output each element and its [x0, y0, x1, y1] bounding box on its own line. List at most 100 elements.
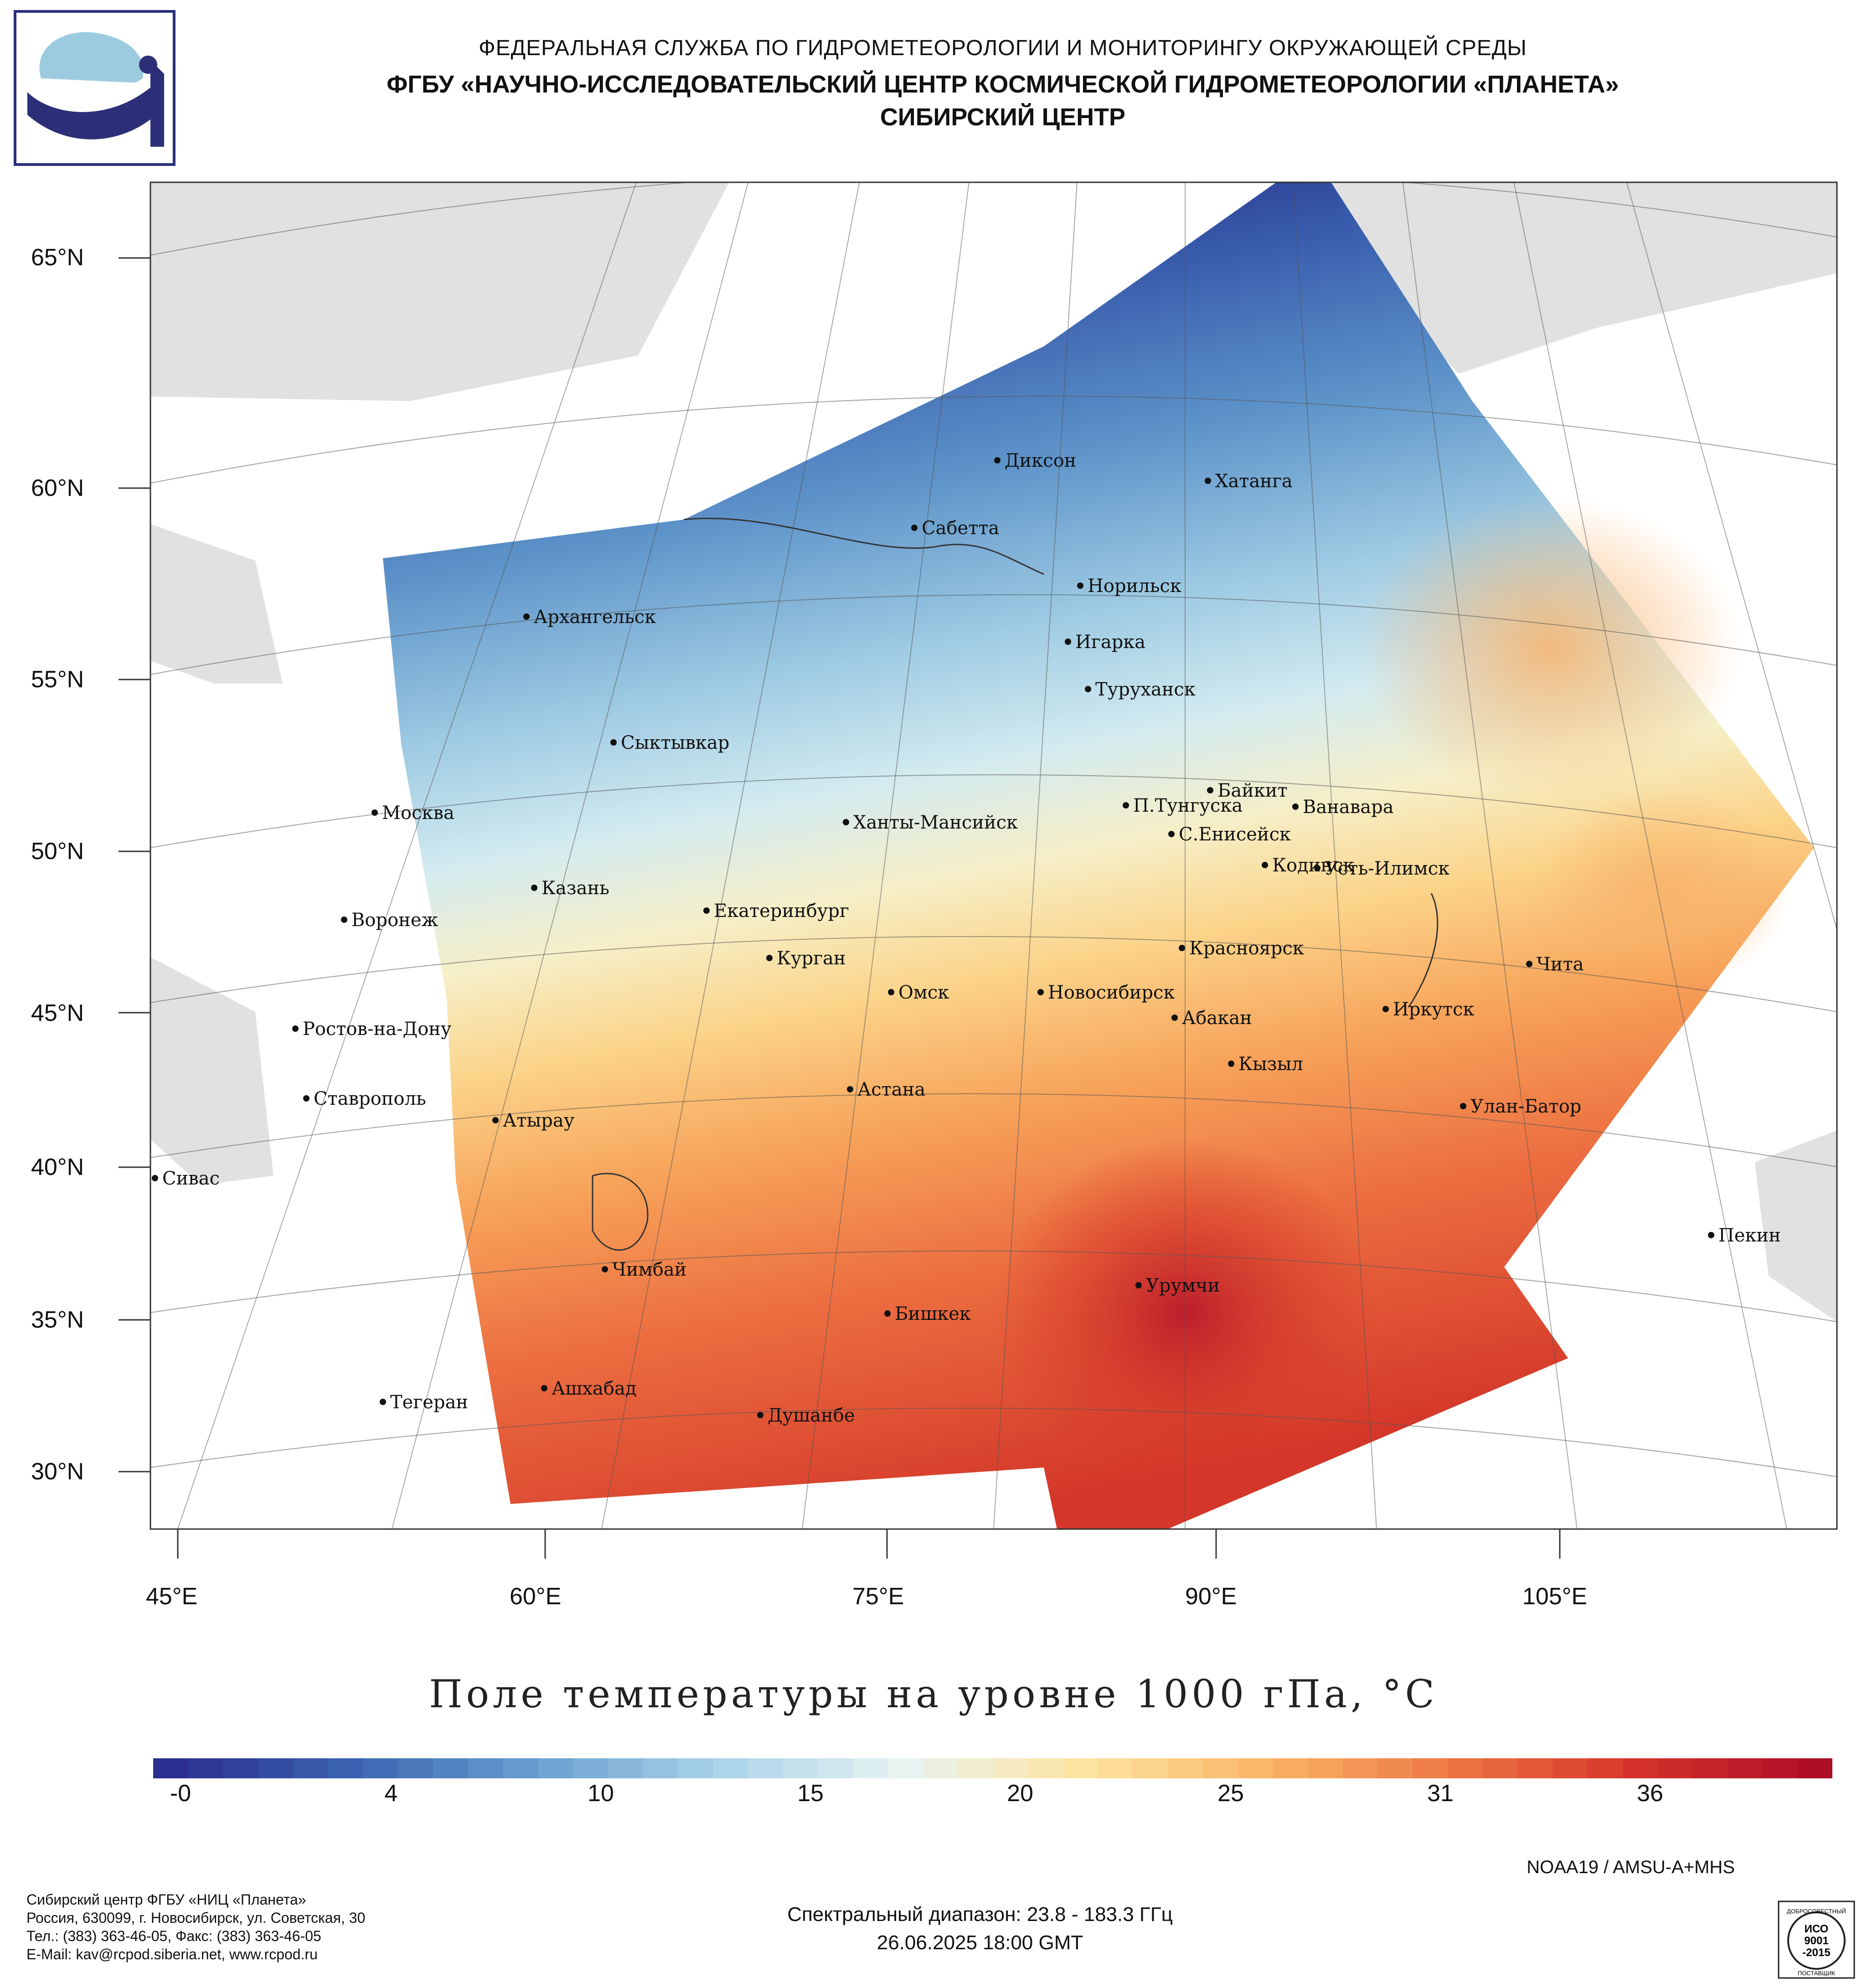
- lon-label: 90°E: [1185, 1583, 1237, 1610]
- spectral-range: Спектральный диапазон: 23.8 - 183.3 ГГц: [787, 1903, 1173, 1926]
- agency-title: ФЕДЕРАЛЬНАЯ СЛУЖБА ПО ГИДРОМЕТЕОРОЛОГИИ …: [479, 36, 1527, 60]
- city-label: Диксон: [1005, 450, 1076, 471]
- scale-swatch: [538, 1758, 573, 1778]
- city-marker: [1065, 639, 1071, 645]
- institute-title: ФГБУ «НАУЧНО-ИССЛЕДОВАТЕЛЬСКИЙ ЦЕНТР КОС…: [387, 71, 1619, 98]
- scale-swatch: [643, 1758, 679, 1778]
- scale-swatch: [1238, 1758, 1273, 1778]
- scale-swatch: [1027, 1758, 1063, 1778]
- center-title: СИБИРСКИЙ ЦЕНТР: [880, 103, 1126, 131]
- arctic-sea-ice: [150, 182, 729, 401]
- scale-swatch: [923, 1758, 959, 1778]
- lat-label: 65°N: [31, 244, 84, 271]
- scale-swatch: [713, 1758, 748, 1778]
- scale-swatch: [1587, 1758, 1623, 1778]
- city-label: Ванавара: [1303, 797, 1394, 818]
- city-marker: [610, 739, 617, 746]
- city-label: П.Тунгуска: [1133, 795, 1243, 816]
- city-label: Хатанга: [1215, 471, 1293, 492]
- city-label: Ставрополь: [314, 1088, 426, 1109]
- scale-swatch: [1762, 1758, 1798, 1778]
- scale-swatch: [1447, 1758, 1483, 1778]
- lon-label: 105°E: [1522, 1583, 1587, 1610]
- scale-swatch: [1517, 1758, 1553, 1778]
- city-marker: [994, 457, 1001, 464]
- city-marker: [847, 1086, 853, 1092]
- footer-email: E-Mail: kav@rcpod.siberia.net, www.rcpod…: [26, 1946, 318, 1962]
- city-label: Курган: [777, 948, 846, 969]
- city-marker: [1037, 989, 1044, 995]
- city-label: Бишкек: [895, 1303, 971, 1324]
- city-label: Абакан: [1182, 1008, 1252, 1029]
- temperature-map: 65°N 60°N 55°N 50°N 45°N 40°N 35°N 30°N …: [31, 181, 1838, 1610]
- lon-label: 75°E: [852, 1583, 904, 1610]
- scale-swatch: [223, 1758, 259, 1778]
- scale-swatch: [328, 1758, 364, 1778]
- scale-swatch: [1377, 1758, 1413, 1778]
- city-marker: [523, 613, 530, 620]
- lat-label: 40°N: [31, 1154, 84, 1180]
- scale-swatch: [363, 1758, 399, 1778]
- city-label: Сыктывкар: [621, 732, 729, 753]
- city-marker: [371, 809, 378, 816]
- longitude-lines: [177, 182, 1837, 1529]
- lat-label: 45°N: [31, 1000, 84, 1026]
- city-marker: [1205, 478, 1211, 484]
- observation-info: Спектральный диапазон: 23.8 - 183.3 ГГц …: [501, 1900, 1459, 1957]
- scale-swatch: [1657, 1758, 1693, 1778]
- scale-swatch: [748, 1758, 784, 1778]
- city-marker: [1228, 1061, 1234, 1067]
- city-marker: [541, 1385, 547, 1391]
- lat-label: 55°N: [31, 666, 84, 693]
- scale-tick-label: -0: [170, 1780, 191, 1807]
- satellite-label: NOAA19 / AMSU-A+MHS: [1527, 1857, 1735, 1877]
- iso-l2: 9001: [1804, 1935, 1828, 1947]
- city-marker: [1168, 831, 1175, 837]
- city-marker: [843, 819, 849, 825]
- city-label: Екатеринбург: [714, 901, 849, 922]
- city-label: С.Енисейск: [1179, 824, 1291, 845]
- scale-swatch: [1552, 1758, 1588, 1778]
- city-marker: [492, 1117, 499, 1123]
- city-label: Чимбай: [612, 1259, 686, 1280]
- scale-swatch: [678, 1758, 713, 1778]
- lat-label: 50°N: [31, 838, 84, 865]
- map-frame: [150, 181, 1838, 1530]
- map-title: Поле температуры на уровне 1000 гПа, °C: [429, 1672, 1438, 1716]
- scale-swatch: [1273, 1758, 1308, 1778]
- city-label: Атырау: [503, 1110, 575, 1131]
- footer-phone: Тел.: (383) 363-46-05, Факс: (383) 363-4…: [26, 1928, 321, 1944]
- city-label: Норильск: [1088, 576, 1181, 597]
- city-label: Сивас: [162, 1168, 220, 1189]
- iso-top: ДОБРОСОВЕСТНЫЙ: [1787, 1908, 1846, 1915]
- lon-label: 45°E: [146, 1583, 197, 1610]
- scale-swatch: [188, 1758, 224, 1778]
- city-marker: [341, 917, 347, 923]
- city-marker: [531, 885, 537, 891]
- city-label: Москва: [382, 803, 454, 824]
- city-label: Ашхабад: [552, 1378, 636, 1399]
- iso-l3: -2015: [1802, 1947, 1830, 1959]
- planeta-logo-icon: [14, 10, 175, 166]
- city-marker: [1171, 1015, 1178, 1021]
- scale-swatch: [993, 1758, 1028, 1778]
- city-marker: [911, 525, 918, 531]
- city-marker: [888, 989, 894, 995]
- lon-axis: 45°E 60°E 75°E 90°E 105°E: [146, 1583, 1587, 1610]
- city-label: Ханты-Мансийск: [853, 812, 1018, 833]
- lat-ticks: [119, 257, 150, 1473]
- city-marker: [1314, 865, 1320, 871]
- city-labels: Диксон Хатанга Сабетта Норильск Архангельск И…: [152, 450, 1781, 1426]
- scale-swatch: [1342, 1758, 1378, 1778]
- scale-swatch: [398, 1758, 433, 1778]
- scale-swatch: [783, 1758, 819, 1778]
- city-label: Кодинск: [1272, 855, 1354, 876]
- scale-swatch: [573, 1758, 609, 1778]
- city-marker: [1179, 945, 1185, 951]
- city-label: Воронеж: [351, 910, 438, 931]
- city-marker: [1085, 686, 1091, 692]
- scale-tick-label: 25: [1217, 1780, 1244, 1807]
- city-label: Новосибирск: [1048, 982, 1175, 1003]
- scale-swatch: [887, 1758, 923, 1778]
- city-marker: [303, 1095, 309, 1102]
